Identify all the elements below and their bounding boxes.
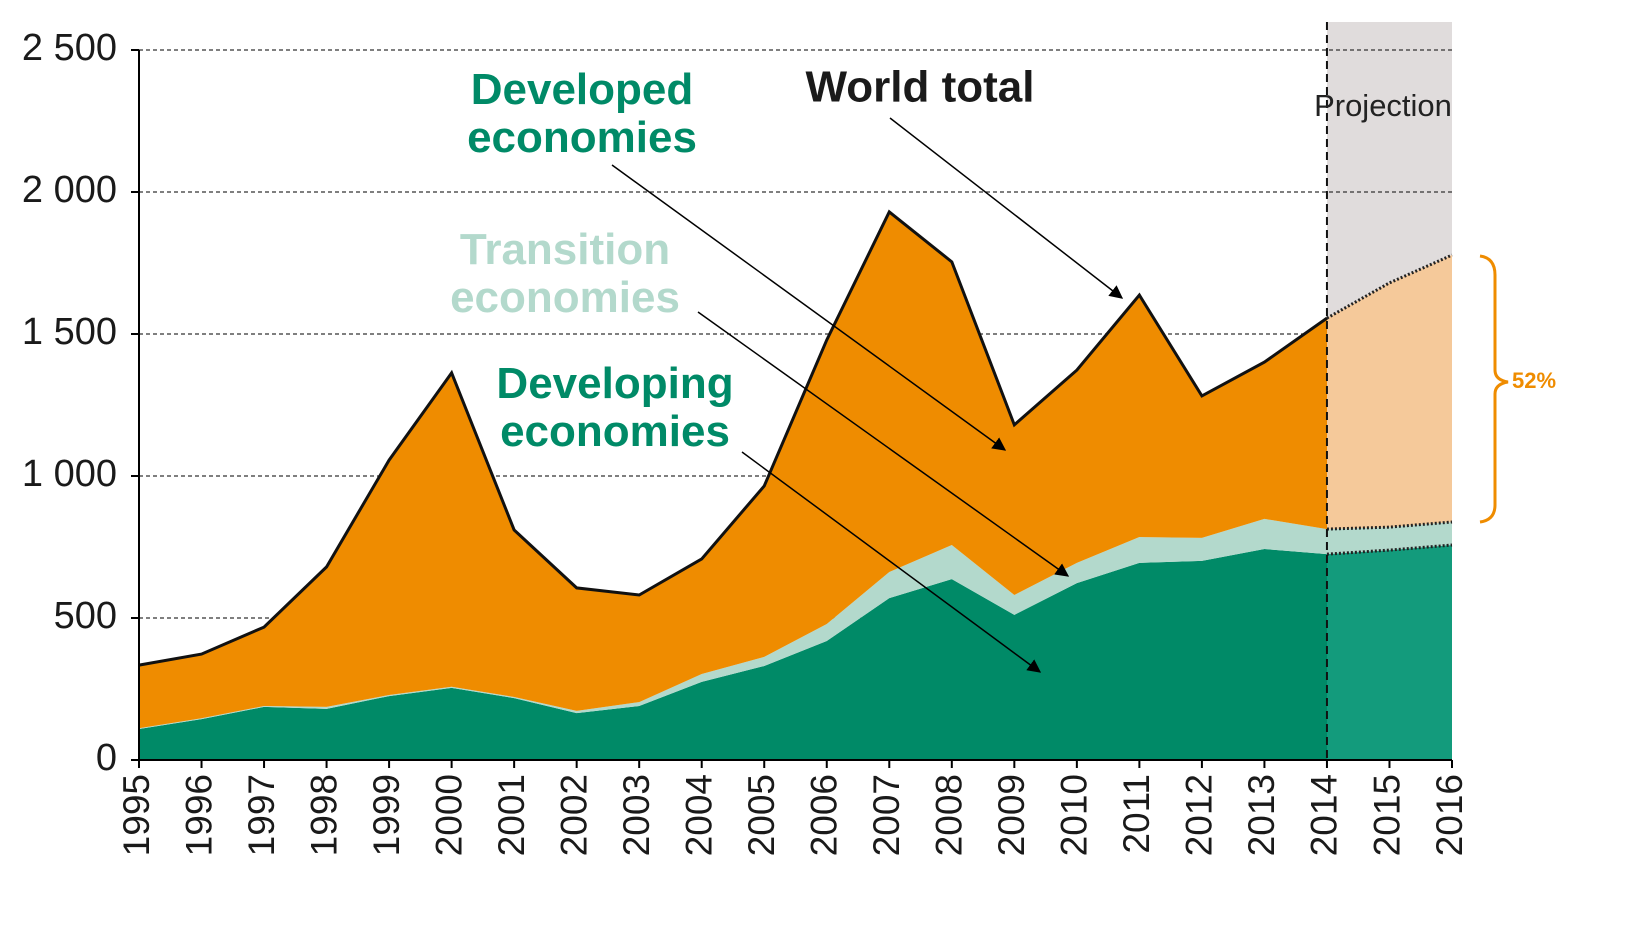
x-tick-label: 2004	[678, 774, 719, 856]
x-tick-label: 2007	[866, 774, 907, 856]
x-tick-label: 2011	[1116, 774, 1157, 854]
y-tick-label: 1 000	[22, 453, 117, 495]
x-tick-label: 2000	[428, 774, 469, 856]
x-tick-label: 2001	[491, 774, 532, 856]
arrow	[697, 311, 1070, 577]
total-label: World total	[806, 63, 1035, 112]
projection-boundary	[1326, 520, 1453, 531]
arrow	[611, 164, 1007, 451]
area	[139, 518, 1327, 730]
y-tick-label: 500	[54, 595, 117, 637]
x-tick-label: 1995	[116, 774, 157, 856]
x-tick-label: 2012	[1179, 774, 1220, 856]
total-line	[138, 209, 1328, 667]
arrow	[889, 117, 1124, 299]
x-tick-label: 2003	[616, 774, 657, 856]
y-tick-label: 2 000	[22, 169, 117, 211]
x-tick-label: 2014	[1304, 774, 1345, 856]
area-projection	[1326, 522, 1452, 555]
annotation: 52%	[1512, 368, 1556, 393]
x-tick-label: 1999	[366, 774, 407, 856]
projection-boundary	[1326, 253, 1453, 320]
series-label: Developing economies	[496, 359, 734, 456]
y-tick-label: 0	[96, 737, 117, 779]
area-projection	[1326, 545, 1452, 760]
x-tick-label: 2002	[553, 774, 594, 856]
x-tick-label: 2008	[929, 774, 970, 856]
y-tick-label: 1 500	[22, 311, 117, 353]
x-tick-label: 2015	[1366, 774, 1407, 856]
arrow	[741, 451, 1042, 673]
area-projection	[1326, 255, 1452, 530]
x-tick-label: 1996	[178, 774, 219, 856]
x-tick-label: 2016	[1429, 774, 1470, 856]
area	[139, 211, 1327, 729]
x-tick-label: 2005	[741, 774, 782, 856]
series-label: Developed economies	[467, 65, 697, 162]
projection-boundary	[1326, 543, 1453, 556]
x-tick-label: 2010	[1054, 774, 1095, 856]
projection-label: Projection	[1314, 88, 1452, 123]
y-tick-label: 2 500	[22, 27, 117, 69]
x-tick-label: 2006	[804, 774, 845, 856]
area	[139, 548, 1327, 760]
x-tick-label: 2009	[991, 774, 1032, 856]
x-tick-label: 1998	[303, 774, 344, 856]
x-tick-label: 2013	[1241, 774, 1282, 856]
brace	[1479, 254, 1509, 524]
series-label: Transition economies	[450, 225, 680, 322]
x-tick-label: 1997	[241, 774, 282, 856]
